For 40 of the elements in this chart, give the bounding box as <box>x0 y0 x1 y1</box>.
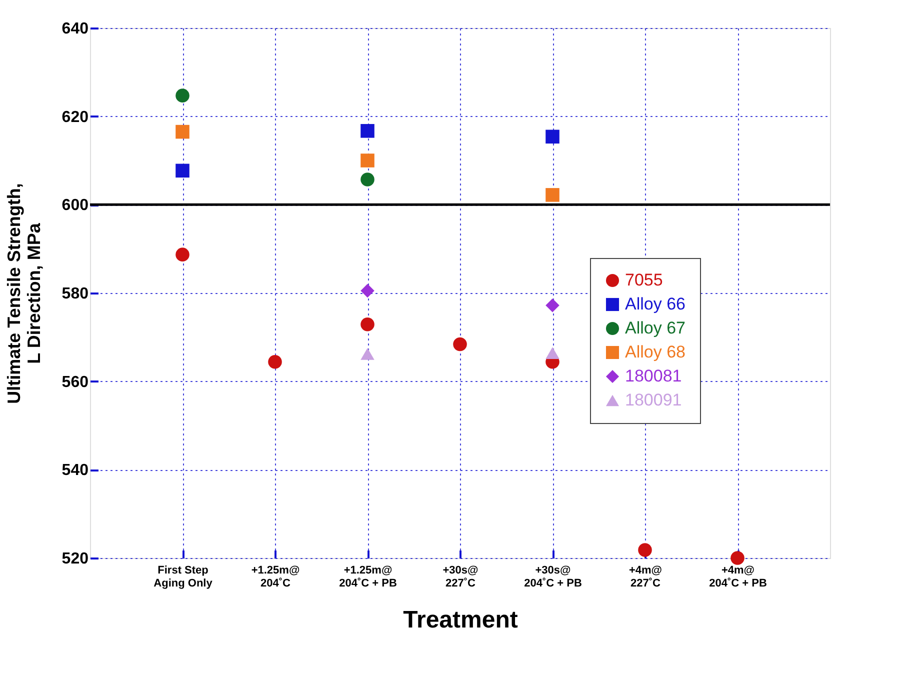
x-tick-label: +4m@ 227˚C <box>628 564 662 590</box>
point <box>360 172 374 186</box>
point <box>453 337 467 352</box>
x-tick-label: +4m@ 204˚C + PB <box>709 564 767 590</box>
x-tick-label: +30s@ 227˚C <box>442 564 479 590</box>
point <box>176 88 190 102</box>
legend-label: Alloy 68 <box>625 342 686 362</box>
point <box>638 543 652 557</box>
y-tick-label: 620 <box>62 108 89 126</box>
point <box>546 298 560 312</box>
legend-label: Alloy 67 <box>625 318 686 338</box>
y-tick-label: 520 <box>62 550 89 568</box>
point <box>546 347 560 360</box>
point <box>360 124 374 138</box>
point <box>176 164 190 178</box>
point <box>360 317 374 332</box>
legend-label: 180081 <box>625 366 682 386</box>
legend-label: 180091 <box>625 390 682 410</box>
legend-label: 7055 <box>625 270 663 290</box>
point <box>360 154 374 168</box>
point <box>546 130 560 144</box>
y-tick-label: 560 <box>62 374 89 391</box>
point <box>360 284 374 298</box>
point <box>360 348 374 360</box>
y-tick-label: 640 <box>62 20 89 38</box>
x-axis-title: Treatment <box>403 606 518 634</box>
x-tick-label: First Step Aging Only <box>154 564 214 590</box>
y-tick-label: 580 <box>62 286 89 302</box>
legend-label: Alloy 66 <box>625 294 686 314</box>
x-tick-label: +1.25m@ 204˚C <box>251 564 300 590</box>
x-tick-label: +30s@ 204˚C + PB <box>524 564 582 590</box>
point <box>176 248 190 262</box>
y-tick-label: 600 <box>62 197 89 214</box>
x-tick-label: +1.25m@ 204˚C + PB <box>339 564 397 590</box>
y-tick-label: 540 <box>62 462 89 480</box>
point <box>546 188 560 202</box>
point <box>176 124 190 139</box>
point <box>730 551 744 565</box>
point <box>268 355 282 369</box>
y-axis-title: Ultimate Tensile Strength, L Direction, MPa <box>4 183 44 404</box>
